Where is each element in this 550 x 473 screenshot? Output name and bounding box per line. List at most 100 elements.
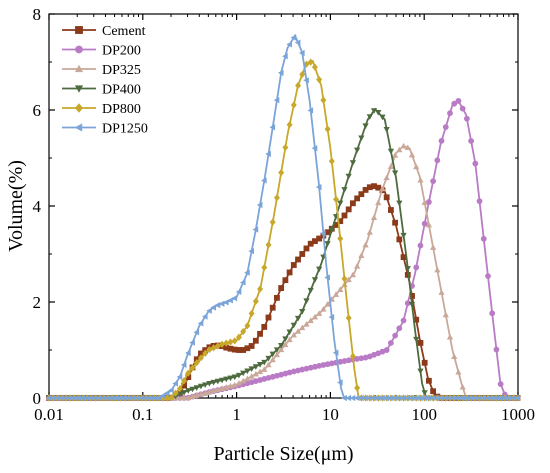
series-dp400 (45, 107, 521, 402)
data-point (430, 244, 437, 250)
data-point (408, 151, 416, 158)
data-point (370, 108, 378, 114)
data-point (256, 362, 264, 368)
data-point (282, 341, 289, 348)
data-point (404, 266, 411, 272)
data-point (256, 368, 264, 375)
data-point (278, 346, 285, 353)
data-point (294, 39, 301, 46)
series-line-cement (49, 184, 518, 399)
data-point (341, 212, 348, 219)
data-point (472, 160, 479, 167)
data-point (231, 374, 238, 381)
data-point (320, 96, 327, 104)
data-point (459, 383, 466, 390)
data-point (349, 271, 357, 278)
data-point (231, 381, 238, 388)
data-point (269, 304, 276, 311)
data-point (299, 308, 306, 315)
data-point (459, 105, 466, 112)
data-point (316, 266, 323, 273)
data-point (354, 384, 361, 392)
data-point (332, 349, 339, 356)
data-point (269, 124, 276, 131)
data-point (227, 297, 233, 304)
data-point (316, 76, 323, 84)
data-point (354, 147, 361, 154)
data-point (252, 370, 259, 377)
data-point (430, 178, 437, 185)
legend-item-dp200: DP200 (62, 44, 141, 59)
data-point (337, 200, 344, 207)
data-point (375, 110, 382, 116)
data-point (290, 34, 297, 41)
data-point (337, 235, 344, 243)
data-point (345, 206, 352, 213)
data-point (261, 324, 268, 330)
data-point (172, 389, 179, 397)
data-point (392, 219, 399, 226)
data-point (202, 349, 209, 357)
data-point (514, 394, 520, 402)
data-point (74, 123, 83, 132)
series-cement (46, 183, 521, 401)
data-point (455, 368, 462, 375)
data-point (168, 394, 175, 402)
data-point (189, 339, 195, 346)
data-point (197, 383, 205, 390)
data-point (442, 124, 449, 130)
data-point (180, 389, 188, 396)
data-point (248, 248, 254, 255)
data-point (286, 269, 293, 276)
x-tick-label: 0.01 (34, 405, 64, 424)
data-point (303, 77, 309, 84)
data-point (451, 353, 458, 359)
data-point (316, 235, 323, 242)
data-point (383, 194, 390, 201)
data-point (252, 364, 259, 370)
data-point (434, 157, 441, 164)
legend-label: DP200 (102, 44, 141, 59)
data-point (307, 287, 314, 294)
axes: 0.01 0.1 1 10 100 1000 0 2 4 6 8 (33, 5, 536, 424)
data-point (290, 331, 297, 338)
data-point (290, 262, 297, 268)
data-point (417, 368, 424, 375)
data-point (320, 230, 326, 237)
data-point (493, 346, 500, 353)
data-point (273, 347, 281, 353)
data-point (299, 70, 306, 78)
data-point (421, 199, 428, 205)
data-point (290, 101, 297, 109)
x-tick-label: 0.1 (132, 405, 153, 424)
data-point (261, 359, 268, 366)
data-point (252, 226, 259, 233)
legend-label: DP325 (102, 63, 141, 78)
data-point (273, 97, 280, 104)
x-tick-label: 10 (322, 405, 339, 424)
data-point (218, 377, 226, 384)
data-point (290, 322, 297, 329)
legend-label: DP1250 (102, 122, 148, 137)
data-point (485, 273, 491, 280)
data-point (201, 313, 208, 320)
data-point (265, 241, 272, 249)
data-point (358, 191, 365, 198)
data-point (468, 138, 474, 144)
data-point (379, 114, 386, 121)
data-point (257, 330, 263, 337)
data-point (392, 170, 399, 177)
x-axis-title: Particle Size(μm) (213, 443, 353, 465)
data-point (265, 150, 271, 158)
data-point (421, 220, 428, 227)
data-point (303, 320, 310, 327)
data-point (240, 327, 247, 336)
data-point (349, 160, 357, 166)
data-point (244, 269, 250, 276)
data-point (286, 41, 292, 48)
data-point (341, 187, 348, 193)
data-point (413, 163, 420, 170)
data-point (421, 390, 428, 396)
data-point (74, 64, 84, 73)
data-point (265, 355, 272, 362)
